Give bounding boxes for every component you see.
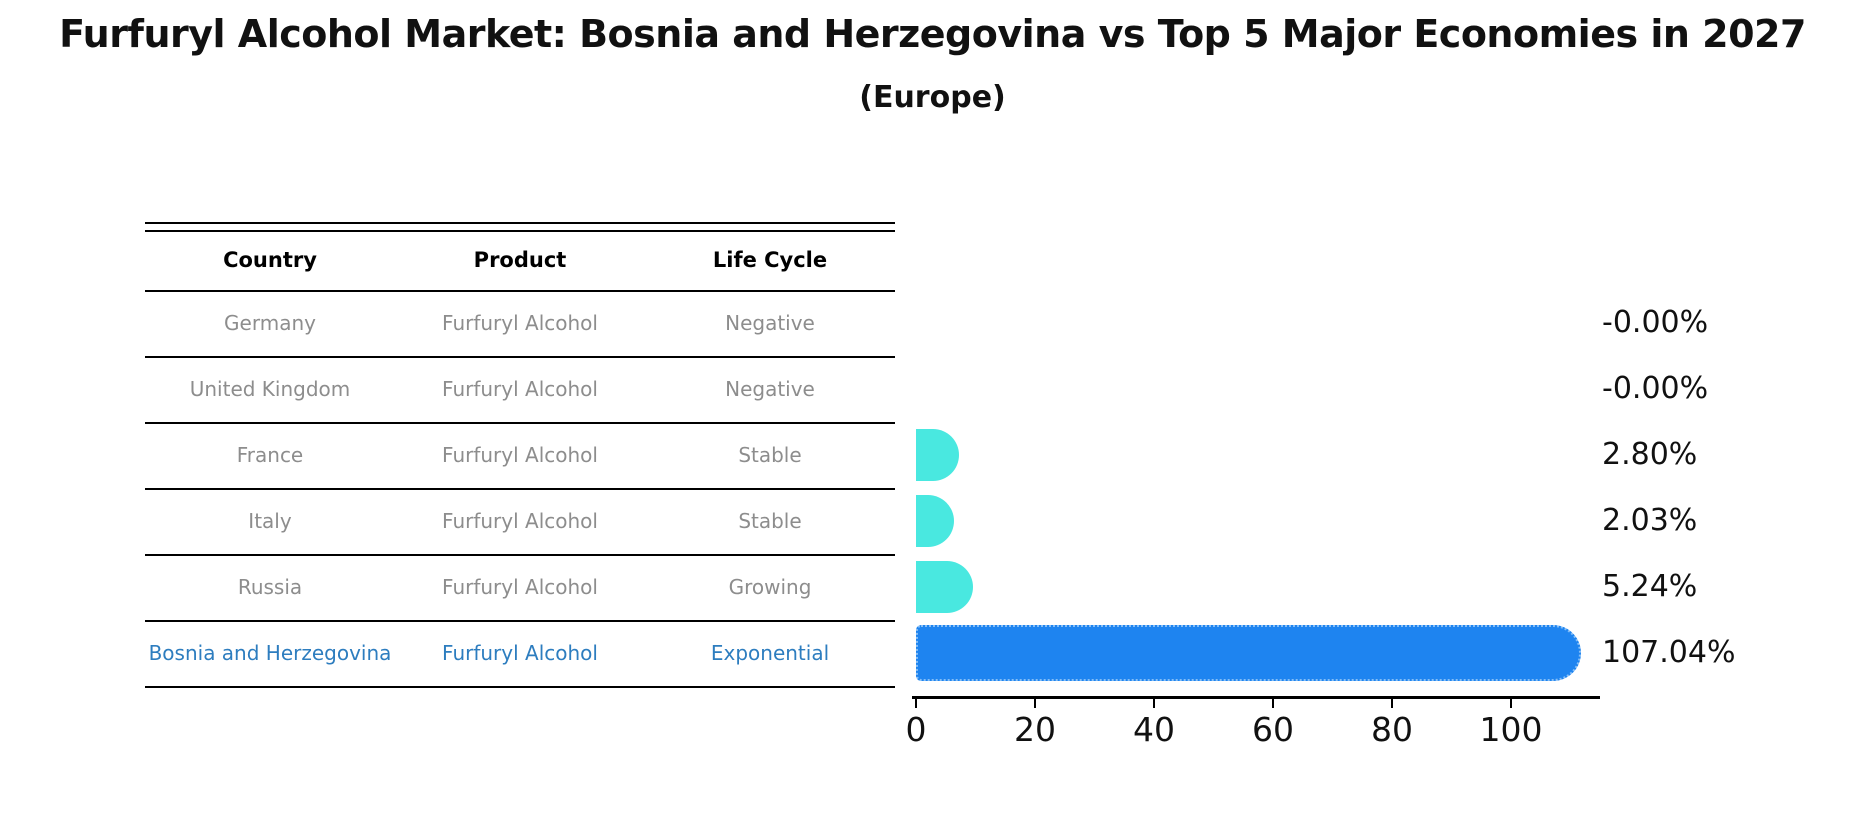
table-cell-life-cycle: Exponential [710,641,830,665]
x-axis-tick-label: 80 [1371,710,1413,749]
table-row-rule [145,620,895,622]
value-label-france: 2.80% [1602,437,1698,472]
x-axis-line [912,696,1600,699]
table-cell-product: Furfuryl Alcohol [442,377,598,401]
table-cell-life-cycle: Negative [725,377,815,401]
x-axis-tick-label: 40 [1133,710,1175,749]
table-row-rule [145,488,895,490]
table-cell-life-cycle: Growing [728,575,812,599]
table-cell-country: Russia [237,575,303,599]
x-axis-tick [1509,696,1513,708]
value-label-russia: 5.24% [1602,569,1698,604]
chart-title: Furfuryl Alcohol Market: Bosnia and Herz… [59,12,1806,56]
table-cell-product: Furfuryl Alcohol [442,311,598,335]
x-axis-tick [914,696,918,708]
value-label-germany: -0.00% [1602,305,1709,340]
table-cell-country: Italy [248,509,292,533]
table-cell-product: Furfuryl Alcohol [442,443,598,467]
table-cell-product: Furfuryl Alcohol [442,509,598,533]
table-row-rule [145,686,895,688]
x-axis-tick-label: 100 [1479,710,1543,749]
x-axis-tick [1033,696,1037,708]
value-label-united-kingdom: -0.00% [1602,371,1709,406]
value-label-italy: 2.03% [1602,503,1698,538]
bar-france [916,429,959,481]
x-axis-tick [1152,696,1156,708]
table-header-product: Product [473,248,567,272]
bar-russia [916,561,974,613]
x-axis-tick [1271,696,1275,708]
bar-bosnia-and-herzegovina [916,625,1581,681]
table-cell-product: Furfuryl Alcohol [442,575,598,599]
x-axis-tick-label: 60 [1252,710,1294,749]
table-cell-country: Bosnia and Herzegovina [148,641,392,665]
table-cell-life-cycle: Stable [738,509,802,533]
x-axis-tick [1390,696,1394,708]
x-axis-tick-label: 0 [905,710,927,749]
table-header-top-rule [145,230,895,232]
table-row-rule [145,554,895,556]
table-cell-country: France [236,443,304,467]
table-top-rule [145,222,895,224]
table-row-rule [145,356,895,358]
table-header-country: Country [223,248,317,272]
value-label-bosnia-and-herzegovina: 107.04% [1602,635,1736,670]
chart-subtitle: (Europe) [859,80,1006,115]
table-row-rule [145,422,895,424]
table-cell-life-cycle: Stable [738,443,802,467]
x-axis-tick-label: 20 [1014,710,1056,749]
bar-italy [916,495,955,547]
table-row-rule [145,290,895,292]
table-cell-country: Germany [224,311,316,335]
table-cell-product: Furfuryl Alcohol [442,641,598,665]
table-cell-life-cycle: Negative [725,311,815,335]
table-header-life-cycle: Life Cycle [712,248,828,272]
table-cell-country: United Kingdom [189,377,351,401]
